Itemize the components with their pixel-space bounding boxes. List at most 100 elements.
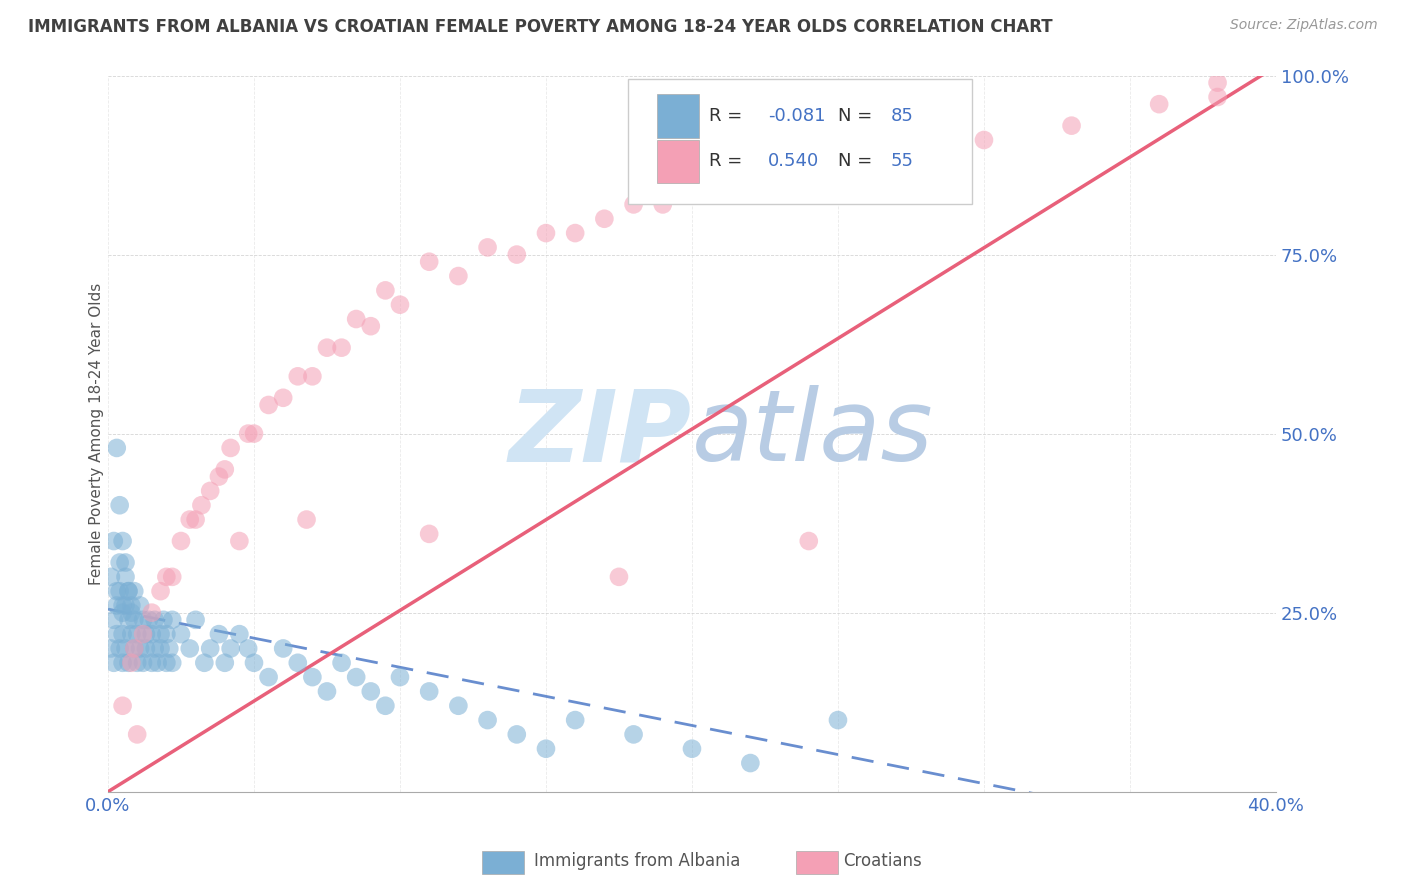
- Point: [740, 169, 762, 183]
- Point: [797, 534, 820, 549]
- Point: [243, 656, 266, 670]
- Point: [193, 656, 215, 670]
- Point: [122, 641, 145, 656]
- Text: IMMIGRANTS FROM ALBANIA VS CROATIAN FEMALE POVERTY AMONG 18-24 YEAR OLDS CORRELA: IMMIGRANTS FROM ALBANIA VS CROATIAN FEMA…: [28, 18, 1053, 36]
- FancyBboxPatch shape: [657, 95, 699, 138]
- Point: [184, 512, 207, 526]
- Point: [122, 584, 145, 599]
- Point: [122, 613, 145, 627]
- Text: N =: N =: [838, 107, 877, 126]
- Point: [534, 226, 557, 240]
- Point: [103, 613, 125, 627]
- Point: [132, 656, 155, 670]
- Point: [1206, 90, 1229, 104]
- Point: [1060, 119, 1083, 133]
- Point: [103, 534, 125, 549]
- Point: [114, 570, 136, 584]
- Point: [143, 641, 166, 656]
- Point: [219, 641, 242, 656]
- Point: [155, 627, 177, 641]
- Point: [623, 727, 645, 741]
- Point: [374, 698, 396, 713]
- Point: [214, 656, 236, 670]
- Point: [179, 512, 201, 526]
- Text: atlas: atlas: [692, 385, 934, 482]
- Point: [114, 556, 136, 570]
- Point: [564, 226, 586, 240]
- Point: [243, 426, 266, 441]
- Point: [105, 584, 128, 599]
- Point: [228, 534, 250, 549]
- Text: Croatians: Croatians: [844, 852, 922, 870]
- Point: [157, 641, 180, 656]
- Point: [477, 713, 499, 727]
- Point: [330, 656, 353, 670]
- Point: [316, 684, 339, 698]
- Point: [127, 656, 149, 670]
- Point: [607, 570, 630, 584]
- Point: [301, 369, 323, 384]
- FancyBboxPatch shape: [627, 79, 973, 204]
- Point: [564, 713, 586, 727]
- Point: [152, 613, 174, 627]
- Point: [111, 698, 134, 713]
- Text: Immigrants from Albania: Immigrants from Albania: [534, 852, 741, 870]
- Point: [198, 641, 221, 656]
- Point: [120, 627, 142, 641]
- Point: [190, 498, 212, 512]
- Point: [593, 211, 616, 226]
- Point: [623, 197, 645, 211]
- Point: [287, 656, 309, 670]
- Point: [287, 369, 309, 384]
- Point: [534, 741, 557, 756]
- Point: [271, 391, 294, 405]
- Point: [295, 512, 318, 526]
- Point: [111, 656, 134, 670]
- Point: [170, 534, 193, 549]
- Point: [117, 656, 139, 670]
- Point: [117, 613, 139, 627]
- Point: [105, 599, 128, 613]
- Point: [740, 756, 762, 770]
- Point: [236, 426, 259, 441]
- Point: [108, 498, 131, 512]
- Point: [155, 570, 177, 584]
- Point: [129, 641, 152, 656]
- Point: [141, 656, 163, 670]
- Point: [257, 398, 280, 412]
- Point: [105, 627, 128, 641]
- Point: [184, 613, 207, 627]
- Text: ZIP: ZIP: [509, 385, 692, 482]
- Point: [111, 606, 134, 620]
- Point: [135, 627, 157, 641]
- Point: [170, 627, 193, 641]
- Point: [447, 698, 470, 713]
- Text: R =: R =: [710, 153, 748, 170]
- Point: [257, 670, 280, 684]
- Point: [827, 154, 849, 169]
- Point: [973, 133, 995, 147]
- Point: [388, 298, 411, 312]
- Point: [100, 641, 122, 656]
- Point: [914, 140, 936, 154]
- Point: [132, 613, 155, 627]
- Text: Source: ZipAtlas.com: Source: ZipAtlas.com: [1230, 18, 1378, 32]
- Text: 0.540: 0.540: [768, 153, 820, 170]
- Point: [506, 247, 529, 261]
- Y-axis label: Female Poverty Among 18-24 Year Olds: Female Poverty Among 18-24 Year Olds: [90, 283, 104, 585]
- Point: [208, 627, 231, 641]
- Point: [214, 462, 236, 476]
- Point: [768, 176, 790, 190]
- Point: [117, 584, 139, 599]
- Point: [149, 641, 172, 656]
- Point: [710, 183, 733, 197]
- Point: [856, 154, 879, 169]
- Point: [388, 670, 411, 684]
- Point: [143, 613, 166, 627]
- Text: 55: 55: [890, 153, 914, 170]
- Text: 85: 85: [890, 107, 914, 126]
- Point: [120, 606, 142, 620]
- Point: [208, 469, 231, 483]
- Point: [344, 670, 367, 684]
- Point: [135, 641, 157, 656]
